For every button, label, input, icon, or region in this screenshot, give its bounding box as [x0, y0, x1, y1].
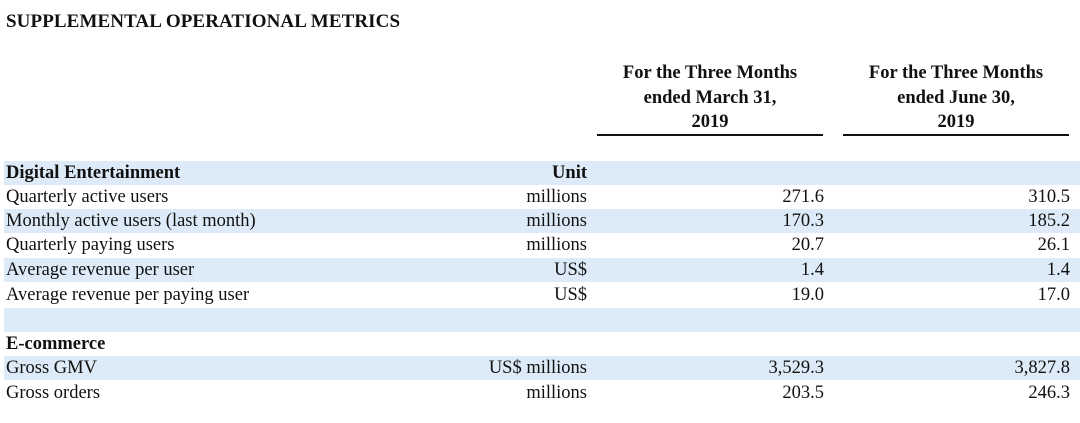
- row-value-june: 310.5: [1028, 187, 1070, 207]
- row-value-june: 1.4: [1046, 260, 1070, 280]
- column-header-line: ended June 30,: [897, 87, 1015, 108]
- row-value-march: 203.5: [782, 383, 824, 403]
- row-unit: US$: [554, 285, 587, 305]
- row-unit: US$ millions: [488, 358, 587, 378]
- row-value-march: 1.4: [800, 260, 824, 280]
- column-header-line: ended March 31,: [643, 87, 777, 108]
- section-header-ecommerce: E-commerce: [6, 334, 106, 354]
- row-value-march: 3,529.3: [768, 358, 825, 378]
- table-row: Average revenue per user US$ 1.4 1.4: [4, 258, 1080, 282]
- row-label: Quarterly paying users: [6, 235, 175, 255]
- row-value-june: 185.2: [1028, 211, 1070, 231]
- table-row: Gross GMV US$ millions 3,529.3 3,827.8: [4, 356, 1080, 380]
- table-row: Quarterly paying users millions 20.7 26.…: [4, 233, 1080, 257]
- row-unit: millions: [526, 383, 587, 403]
- column-header-line: For the Three Months: [622, 63, 798, 83]
- table-row: Quarterly active users millions 271.6 31…: [4, 185, 1080, 209]
- row-value-march: 170.3: [782, 211, 824, 231]
- row-value-june: 26.1: [1037, 235, 1070, 255]
- table-row: Monthly active users (last month) millio…: [4, 209, 1080, 233]
- table-row: Gross orders millions 203.5 246.3: [4, 381, 1080, 405]
- row-value-march: 19.0: [791, 285, 824, 305]
- column-header-rule: [597, 134, 823, 136]
- row-label: Average revenue per paying user: [6, 285, 250, 305]
- table-row: Average revenue per paying user US$ 19.0…: [4, 283, 1080, 307]
- section-header-row: E-commerce: [4, 332, 1080, 356]
- unit-column-header: Unit: [552, 163, 587, 183]
- row-value-june: 3,827.8: [1014, 358, 1071, 378]
- row-value-june: 246.3: [1028, 383, 1070, 403]
- column-header-line: For the Three Months: [868, 63, 1044, 83]
- column-header-line: 2019: [691, 112, 729, 132]
- row-unit: millions: [526, 187, 587, 207]
- section-header-digital-entertainment: Digital Entertainment: [6, 163, 181, 183]
- page-title: SUPPLEMENTAL OPERATIONAL METRICS: [6, 11, 401, 32]
- column-header-rule: [843, 134, 1069, 136]
- row-label: Quarterly active users: [6, 187, 169, 207]
- row-label: Average revenue per user: [6, 260, 195, 280]
- column-header-line: 2019: [937, 112, 975, 132]
- spacer-row: [4, 308, 1080, 332]
- column-header-june: For the Three Months ended June 30, 2019: [843, 61, 1069, 135]
- row-label: Gross orders: [6, 383, 101, 403]
- column-header-march: For the Three Months ended March 31, 201…: [597, 61, 823, 135]
- row-label: Monthly active users (last month): [6, 211, 256, 231]
- section-header-row: Digital Entertainment Unit: [4, 161, 1080, 185]
- row-value-march: 20.7: [791, 235, 824, 255]
- row-value-june: 17.0: [1037, 285, 1070, 305]
- row-unit: US$: [554, 260, 587, 280]
- row-value-march: 271.6: [782, 187, 824, 207]
- row-unit: millions: [526, 211, 587, 231]
- row-label: Gross GMV: [6, 358, 97, 378]
- row-unit: millions: [526, 235, 587, 255]
